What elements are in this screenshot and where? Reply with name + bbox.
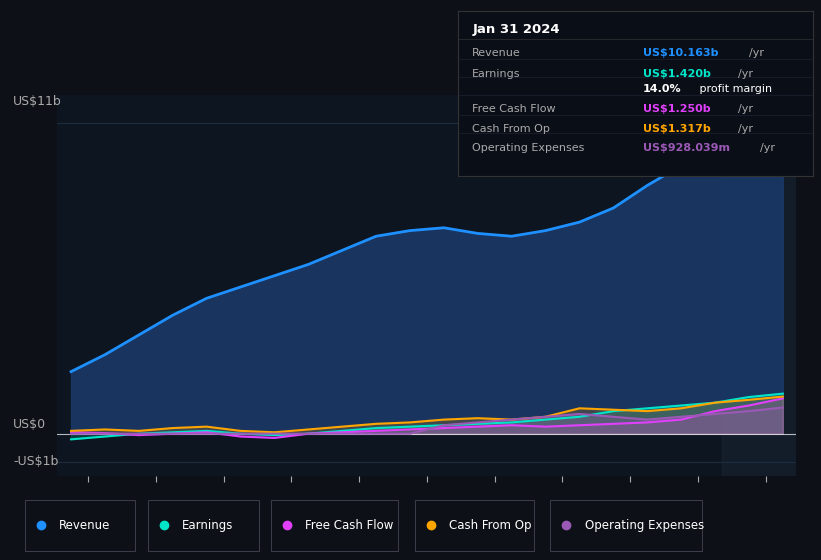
Text: US$10.163b: US$10.163b <box>643 48 718 58</box>
Text: Revenue: Revenue <box>59 519 111 531</box>
Text: -US$1b: -US$1b <box>13 455 58 468</box>
Text: Free Cash Flow: Free Cash Flow <box>472 104 556 114</box>
Text: US$1.420b: US$1.420b <box>643 69 710 79</box>
Text: Free Cash Flow: Free Cash Flow <box>305 519 394 531</box>
Text: profit margin: profit margin <box>695 84 772 94</box>
Text: /yr: /yr <box>759 143 774 153</box>
Text: 14.0%: 14.0% <box>643 84 681 94</box>
Text: Operating Expenses: Operating Expenses <box>472 143 585 153</box>
Text: Operating Expenses: Operating Expenses <box>585 519 704 531</box>
Text: US$1.317b: US$1.317b <box>643 124 710 133</box>
Text: US$11b: US$11b <box>13 95 62 108</box>
Bar <box>722 95 796 476</box>
Text: Jan 31 2024: Jan 31 2024 <box>472 23 560 36</box>
Text: /yr: /yr <box>738 104 754 114</box>
Text: /yr: /yr <box>738 69 754 79</box>
Text: Cash From Op: Cash From Op <box>449 519 531 531</box>
Text: Revenue: Revenue <box>472 48 521 58</box>
Text: Earnings: Earnings <box>182 519 234 531</box>
Text: Earnings: Earnings <box>472 69 521 79</box>
Text: US$0: US$0 <box>13 418 46 431</box>
Text: US$1.250b: US$1.250b <box>643 104 710 114</box>
Text: Cash From Op: Cash From Op <box>472 124 550 133</box>
Text: /yr: /yr <box>749 48 764 58</box>
Text: US$928.039m: US$928.039m <box>643 143 730 153</box>
Text: /yr: /yr <box>738 124 754 133</box>
